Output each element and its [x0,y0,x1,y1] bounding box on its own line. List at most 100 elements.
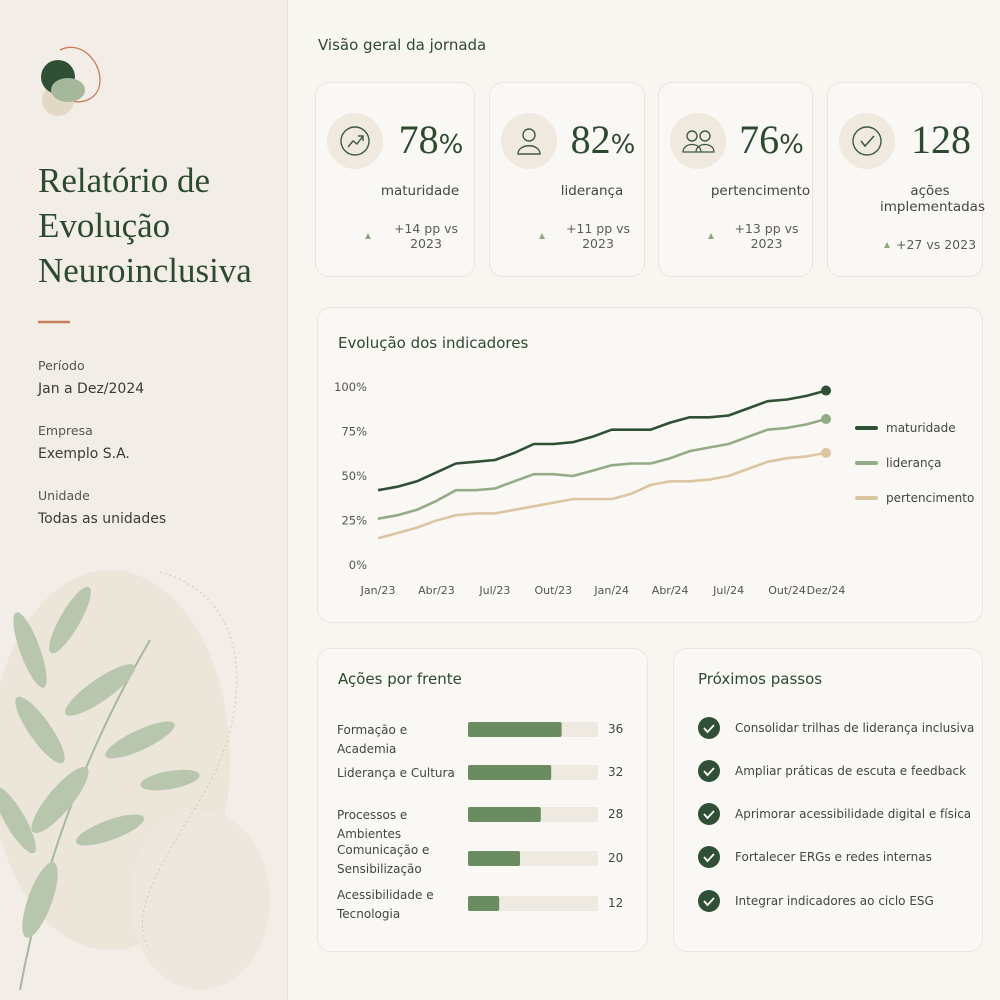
icon-bg [670,113,726,169]
kpi-unit: % [610,130,636,160]
sidebar: Relatório de Evolução Neuroinclusiva Per… [0,0,288,1000]
kpi-value: 128 [911,117,971,162]
x-tick-label: Abr/23 [418,584,455,597]
step-text: Integrar indicadores ao ciclo ESG [735,894,934,908]
line [377,389,827,492]
check-circle [698,803,720,825]
kpi-label: maturidade [380,183,460,199]
x-tick-label: Jul/24 [712,584,744,597]
kpi-delta: +14 pp vs 2023 [365,221,475,251]
bar-value: 12 [608,896,623,910]
delta-text: +11 pp vs 2023 [565,221,631,251]
kpi-delta: +13 pp vs 2023 [708,221,813,251]
y-tick-label: 75% [341,425,367,439]
kpi-unit: % [438,130,464,160]
bar [468,851,520,866]
delta-text: +14 pp vs 2023 [393,221,459,251]
blob [130,810,270,990]
check-circle [698,717,720,739]
x-tick-label: Dez/24 [807,584,846,597]
kpi-unit: % [779,130,804,160]
bar-label: Acessibilidade e Tecnologia [337,888,434,921]
bar-value: 32 [608,765,623,779]
check-mark [703,897,715,907]
icon [340,126,370,156]
x-tick-label: Abr/24 [652,584,689,597]
check-mark [703,767,715,777]
x-tick-label: Out/24 [768,584,806,597]
bar-label: Comunicação e Sensibilização [337,843,430,876]
kpi-text: pertencimento +13 pp vs 2023 [708,183,813,251]
check-circle [698,846,720,868]
x-tick-label: Jul/23 [478,584,510,597]
kpi-card [315,82,475,277]
meta-value: Exemplo S.A. [38,446,130,462]
line [377,451,827,540]
bar [468,765,552,780]
check-mark [703,724,715,734]
meta-label: Empresa [38,423,93,438]
end-dot [821,414,831,425]
steps-title: Próximos passos [698,670,823,688]
decor [0,46,270,991]
check-circle [698,890,720,912]
bar-label: Processos e Ambientes [337,808,408,841]
bar [468,807,541,822]
kpi-value: 82 [570,117,611,162]
line [377,417,827,520]
section-title: Visão geral da jornada [318,36,487,54]
kpi-value: 78 [398,117,439,162]
logo-leaf [51,78,85,102]
legend-label: liderança [886,456,942,470]
bar-label: Formação e Academia [337,723,408,756]
kpi-label: pertencimento [710,183,811,199]
x-tick-label: Jan/24 [593,584,629,597]
chart-title: Ações por frente [338,670,462,688]
icon-bg [839,113,895,169]
delta-text: +13 pp vs 2023 [734,221,799,251]
delta-arrow [883,241,890,248]
kpi-value-wrap: 128 [905,116,977,163]
x-tick-label: Jan/23 [360,584,396,597]
check-mark [703,853,715,863]
check-mark [703,810,715,820]
step-text: Aprimorar acessibilidade digital e físic… [735,807,971,821]
icon [682,130,715,153]
bar-label: Liderança e Cultura [337,766,455,780]
meta-label: Período [38,358,85,373]
legend-label: maturidade [886,421,956,435]
delta-text: +27 vs 2023 [895,237,977,252]
y-tick-label: 0% [349,558,367,572]
icon [517,128,541,155]
kpi-value: 76 [739,117,780,162]
x-tick-label: Out/23 [534,584,572,597]
steps-card [673,648,983,952]
kpi-text: ações implementadas +27 vs 2023 [877,183,985,252]
icon-bg [327,113,383,169]
end-dot [821,385,831,396]
kpi-value-wrap: 82% [567,116,639,163]
delta-arrow [365,233,371,239]
bar-value: 36 [608,722,623,736]
meta-value: Jan a Dez/2024 [38,381,145,397]
logo-ring [59,46,101,103]
meta-value: Todas as unidades [38,511,167,527]
end-dot [821,447,831,458]
bar-track [468,896,598,911]
y-tick-label: 25% [341,514,367,528]
kpi-card [489,82,645,277]
y-tick-label: 50% [341,469,367,483]
delta-arrow [708,233,714,239]
kpi-card [827,82,983,277]
bar [468,722,562,737]
kpi-delta: +27 vs 2023 [883,237,977,252]
kpi-label: liderança [560,183,624,199]
check-circle [698,760,720,782]
kpi-delta: +11 pp vs 2023 [539,221,645,251]
kpi-text: liderança +11 pp vs 2023 [539,183,645,251]
delta-arrow [539,233,545,239]
kpi-label: ações implementadas [880,183,985,215]
report-title: Relatório de Evolução Neuroinclusiva [38,161,252,290]
kpi-text: maturidade +14 pp vs 2023 [365,183,475,251]
